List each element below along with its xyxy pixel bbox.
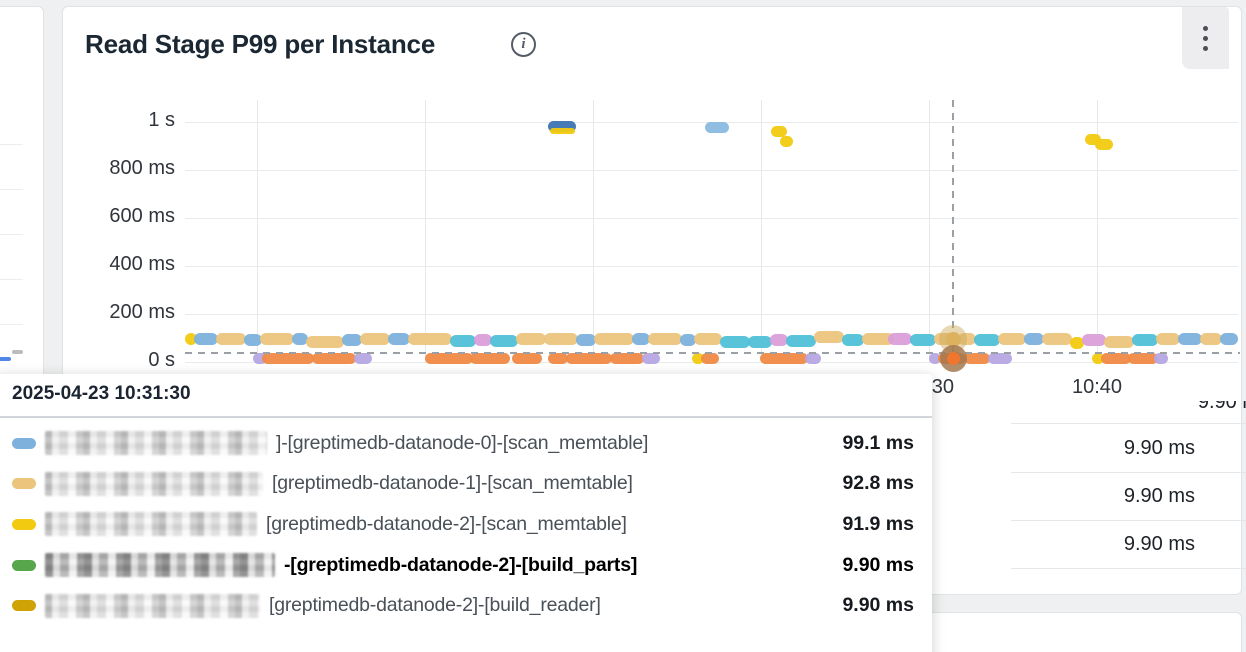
series-label-suffix: [greptimedb-datanode-2]-[scan_memtable]: [266, 512, 627, 535]
legend-separator: [1011, 423, 1246, 424]
redacted-series-prefix: [45, 471, 263, 496]
tooltip-series-row: [greptimedb-datanode-2]-[build_reader] 9…: [0, 585, 932, 626]
mini-panel-blue-series-dash: [0, 357, 11, 361]
mini-gridline: [0, 324, 23, 325]
legend-row-clipped[interactable]: 9.90 ms: [1197, 401, 1246, 413]
series-value: 9.90 ms: [842, 553, 914, 576]
series-color-marker-icon: [12, 518, 36, 530]
tooltip-series-row: [greptimedb-datanode-2]-[scan_memtable] …: [0, 504, 932, 545]
redacted-series-prefix: [45, 593, 260, 618]
tooltip-series-row: [greptimedb-datanode-1]-[scan_memtable] …: [0, 464, 932, 505]
panel-title[interactable]: Read Stage P99 per Instance: [85, 29, 436, 59]
mini-gridline: [0, 144, 23, 145]
read-stage-p99-panel: Read Stage P99 per Instance i 9.90 ms 9.…: [62, 6, 1246, 595]
info-icon[interactable]: i: [511, 32, 536, 57]
series-label-suffix: -[greptimedb-datanode-2]-[build_parts]: [284, 553, 638, 576]
mini-panel-gray-series-dash: [12, 350, 23, 354]
series-label-suffix: [greptimedb-datanode-2]-[build_reader]: [269, 594, 601, 617]
panel-menu-kebab-icon[interactable]: [1182, 7, 1229, 69]
redacted-series-prefix: [45, 431, 267, 456]
chart-tooltip: 2025-04-23 10:31:30 ]-[greptimedb-datano…: [0, 374, 932, 652]
legend-value[interactable]: 9.90 ms: [1123, 485, 1195, 507]
series-label-suffix: [greptimedb-datanode-1]-[scan_memtable]: [272, 472, 633, 495]
series-value: 91.9 ms: [842, 512, 914, 535]
series-color-marker-icon: [12, 559, 36, 571]
redacted-series-prefix: [45, 553, 275, 578]
legend-value[interactable]: 9.90 ms: [1123, 533, 1195, 555]
mini-gridline: [0, 234, 23, 235]
legend-value[interactable]: 9.90 ms: [1123, 437, 1195, 459]
tooltip-series-row: ]-[greptimedb-datanode-0]-[scan_memtable…: [0, 423, 932, 464]
legend-separator: [1011, 567, 1246, 569]
tooltip-series-row: -[greptimedb-datanode-2]-[build_parts] 9…: [0, 545, 932, 586]
series-value: 9.90 ms: [842, 594, 914, 617]
legend-separator: [1011, 519, 1246, 521]
series-color-marker-icon: [12, 600, 36, 612]
legend-separator: [1011, 471, 1246, 473]
tooltip-timestamp: 2025-04-23 10:31:30: [0, 374, 932, 418]
mini-gridline: [0, 189, 23, 190]
series-color-marker-icon: [12, 437, 36, 449]
series-label-suffix: ]-[greptimedb-datanode-0]-[scan_memtable…: [276, 431, 649, 454]
series-value: 99.1 ms: [842, 431, 914, 454]
redacted-series-prefix: [45, 512, 257, 537]
series-color-marker-icon: [12, 478, 36, 490]
series-value: 92.8 ms: [842, 472, 914, 495]
mini-gridline: [0, 279, 23, 280]
